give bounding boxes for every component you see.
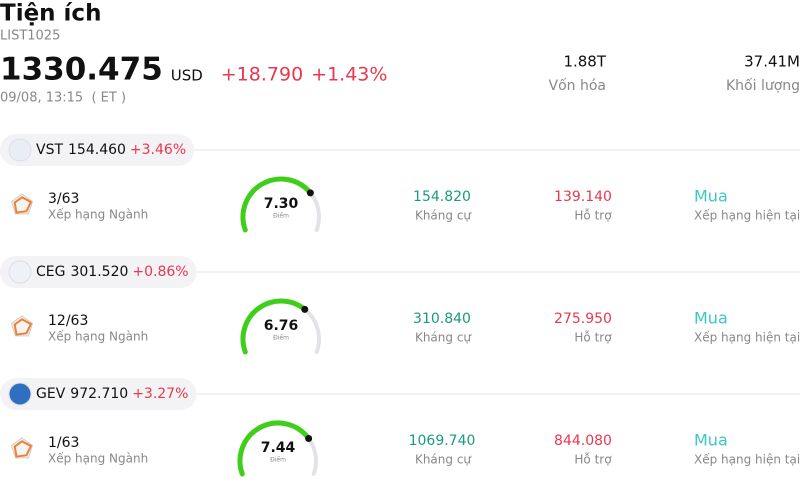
- code: LIST1025: [0, 29, 60, 44]
- stock-pill[interactable]: [0, 134, 195, 166]
- resistance-label: Kháng cự: [415, 453, 472, 467]
- score-label: Điểm: [273, 213, 289, 220]
- rating: Mua: [694, 187, 728, 206]
- rank-icon: [13, 318, 33, 336]
- change-pct: +1.43%: [311, 64, 387, 86]
- stock-change: +3.27%: [132, 386, 188, 402]
- support-label: Hỗ trợ: [574, 331, 612, 345]
- gauge-fill: [240, 176, 313, 233]
- gauge-dot: [301, 305, 309, 313]
- resistance: 1069.740: [409, 433, 476, 449]
- stock-price: 972.710: [70, 386, 128, 402]
- stock-change: +3.46%: [130, 142, 186, 158]
- rating-label: Xếp hạng hiện tại: [694, 209, 800, 223]
- support: 139.140: [554, 189, 612, 205]
- support: 844.080: [554, 433, 612, 449]
- gauge-dot: [306, 189, 314, 197]
- datetime: 09/08, 13:15 ( ET ): [0, 91, 126, 106]
- price: 1330.475: [0, 52, 163, 88]
- stat-value: 1.88T: [563, 53, 606, 71]
- score-label: Điểm: [273, 335, 289, 342]
- stock-logo: [8, 260, 32, 284]
- stock-logo: [8, 382, 32, 406]
- stat-value: 37.41M: [744, 53, 800, 71]
- stat-label: Vốn hóa: [549, 77, 606, 94]
- stock-pill[interactable]: [0, 256, 197, 288]
- gauge-fill: [240, 298, 308, 355]
- resistance-label: Kháng cự: [415, 331, 472, 345]
- rating-label: Xếp hạng hiện tại: [694, 331, 800, 345]
- currency: USD: [171, 67, 203, 85]
- stock-change: +0.86%: [132, 264, 188, 280]
- rank-label: Xếp hạng Ngành: [48, 452, 148, 466]
- stat-label: Khối lượng: [726, 77, 800, 94]
- support: 275.950: [554, 311, 612, 327]
- rank-label: Xếp hạng Ngành: [48, 208, 148, 222]
- gauge-fill: [237, 420, 312, 477]
- gauge-dot: [305, 434, 313, 442]
- rank: 1/63: [48, 435, 79, 451]
- rating-label: Xếp hạng hiện tại: [694, 453, 800, 467]
- ticker: GEV: [36, 386, 66, 402]
- score: 6.76: [264, 318, 299, 334]
- rating: Mua: [694, 309, 728, 328]
- stock-pill[interactable]: [0, 378, 197, 410]
- stock-logo: [8, 138, 32, 162]
- title: Tiện ích: [0, 1, 101, 27]
- stock-price: 301.520: [70, 264, 128, 280]
- rating: Mua: [694, 431, 728, 450]
- rank: 3/63: [48, 191, 79, 207]
- rank-icon: [13, 440, 33, 458]
- score-label: Điểm: [270, 457, 286, 464]
- support-label: Hỗ trợ: [574, 453, 612, 467]
- ticker: CEG: [36, 264, 65, 280]
- resistance: 154.820: [413, 189, 471, 205]
- resistance-label: Kháng cự: [415, 209, 472, 223]
- rank: 12/63: [48, 313, 88, 329]
- resistance: 310.840: [413, 311, 471, 327]
- support-label: Hỗ trợ: [574, 209, 612, 223]
- ticker: VST: [36, 142, 63, 158]
- stock-price: 154.460: [68, 142, 126, 158]
- rank-icon: [13, 196, 33, 214]
- change: +18.790: [221, 64, 303, 86]
- rank-label: Xếp hạng Ngành: [48, 330, 148, 344]
- score: 7.44: [261, 440, 296, 456]
- score: 7.30: [264, 196, 299, 212]
